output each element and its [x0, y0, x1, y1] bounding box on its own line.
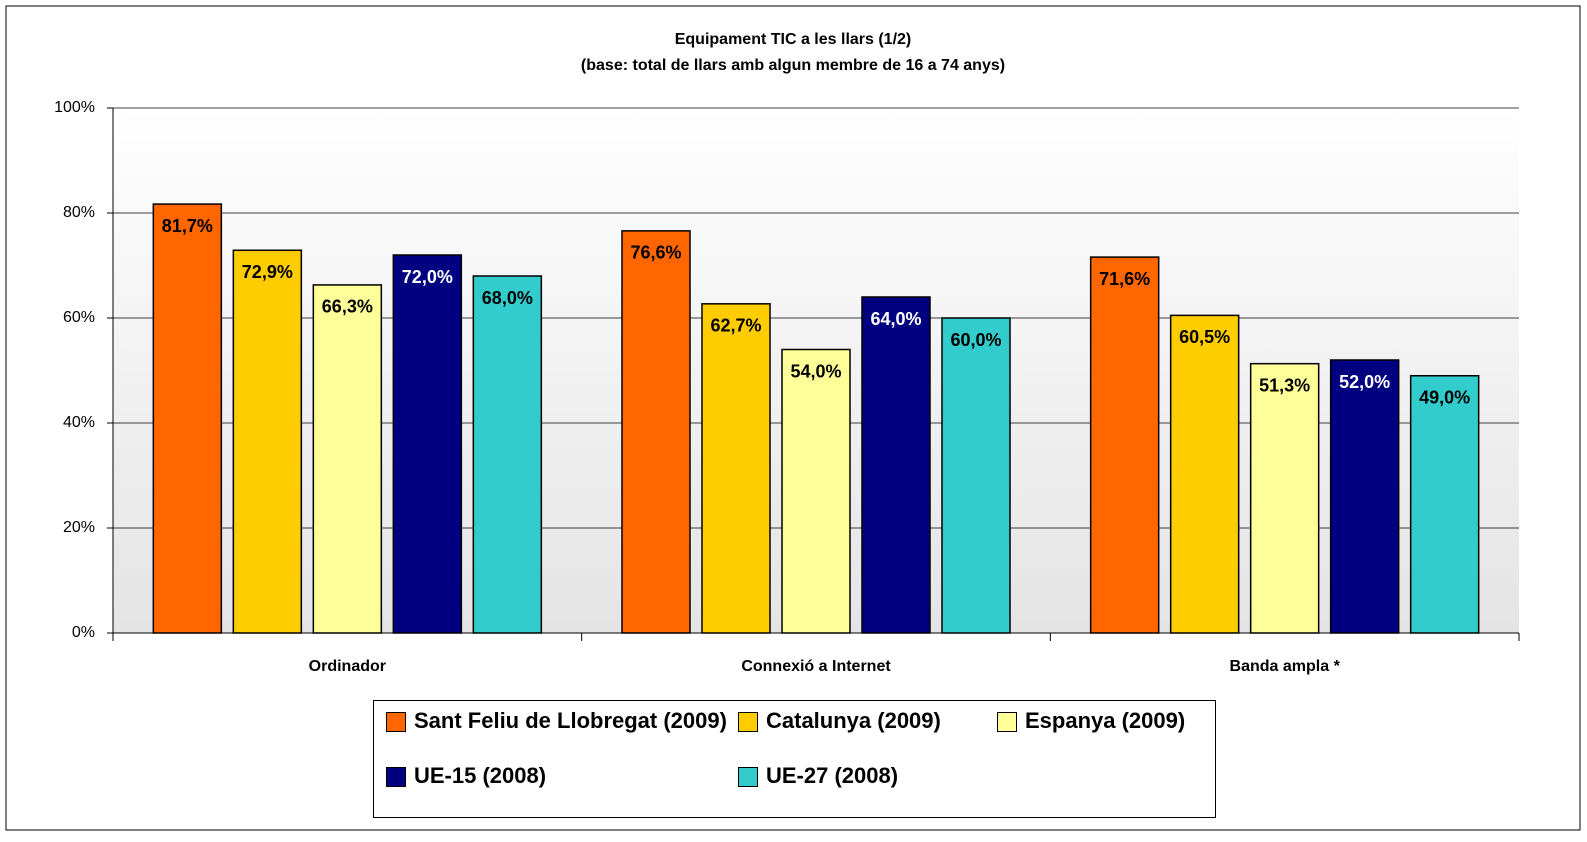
legend-item: Sant Feliu de Llobregat (2009)	[386, 707, 738, 762]
legend-item: Catalunya (2009)	[738, 707, 997, 762]
legend-label: UE-15 (2008)	[414, 763, 547, 788]
value-label: 66,3%	[322, 297, 373, 317]
value-label: 60,5%	[1179, 327, 1230, 347]
legend-label: Catalunya (2009)	[766, 708, 941, 733]
value-label: 64,0%	[870, 309, 921, 329]
value-label: 72,0%	[402, 267, 453, 287]
bar	[781, 348, 851, 634]
legend-swatch	[997, 712, 1017, 732]
value-label: 81,7%	[162, 216, 213, 236]
legend-label: UE-27 (2008)	[766, 763, 899, 788]
chart-title: Equipament TIC a les llars (1/2)	[675, 31, 912, 48]
bar	[392, 254, 463, 634]
chart-subtitle: (base: total de llars amb algun membre d…	[581, 57, 1005, 74]
y-tick-label: 100%	[54, 99, 95, 116]
bar	[1329, 359, 1400, 634]
bar	[1249, 362, 1320, 634]
y-tick-label: 20%	[63, 519, 95, 536]
value-label: 49,0%	[1419, 388, 1470, 408]
bar	[152, 203, 223, 634]
value-label: 54,0%	[790, 361, 841, 381]
y-tick-label: 80%	[63, 204, 95, 221]
value-label: 60,0%	[950, 330, 1001, 350]
legend-swatch	[386, 712, 406, 732]
x-tick-label: Connexió a Internet	[741, 658, 891, 675]
bar	[1089, 256, 1160, 634]
legend-label: Sant Feliu de Llobregat (2009)	[414, 708, 727, 733]
legend-swatch	[386, 767, 406, 787]
legend-item: UE-15 (2008)	[386, 762, 738, 817]
bar	[1409, 375, 1480, 634]
y-tick-label: 40%	[63, 414, 95, 431]
value-label: 76,6%	[630, 243, 681, 263]
value-label: 72,9%	[242, 262, 293, 282]
value-label: 62,7%	[710, 316, 761, 336]
bar	[621, 230, 691, 634]
legend-item: Espanya (2009)	[997, 707, 1217, 762]
value-label: 68,0%	[482, 288, 533, 308]
legend-swatch	[738, 767, 758, 787]
bar	[472, 275, 543, 634]
x-tick-label: Ordinador	[309, 658, 386, 675]
bar	[232, 249, 303, 634]
y-tick-label: 60%	[63, 309, 95, 326]
legend-item: UE-27 (2008)	[738, 762, 997, 817]
bar	[941, 317, 1011, 634]
bar	[1169, 314, 1240, 634]
y-tick-label: 0%	[72, 624, 95, 641]
legend-label: Espanya (2009)	[1025, 708, 1186, 733]
value-label: 71,6%	[1099, 269, 1150, 289]
value-label: 51,3%	[1259, 375, 1310, 395]
bar	[312, 284, 383, 634]
bar	[701, 303, 771, 634]
x-tick-label: Banda ampla *	[1230, 658, 1341, 675]
value-label: 52,0%	[1339, 372, 1390, 392]
legend: Sant Feliu de Llobregat (2009) Catalunya …	[373, 700, 1216, 818]
bar	[861, 296, 931, 634]
legend-swatch	[738, 712, 758, 732]
